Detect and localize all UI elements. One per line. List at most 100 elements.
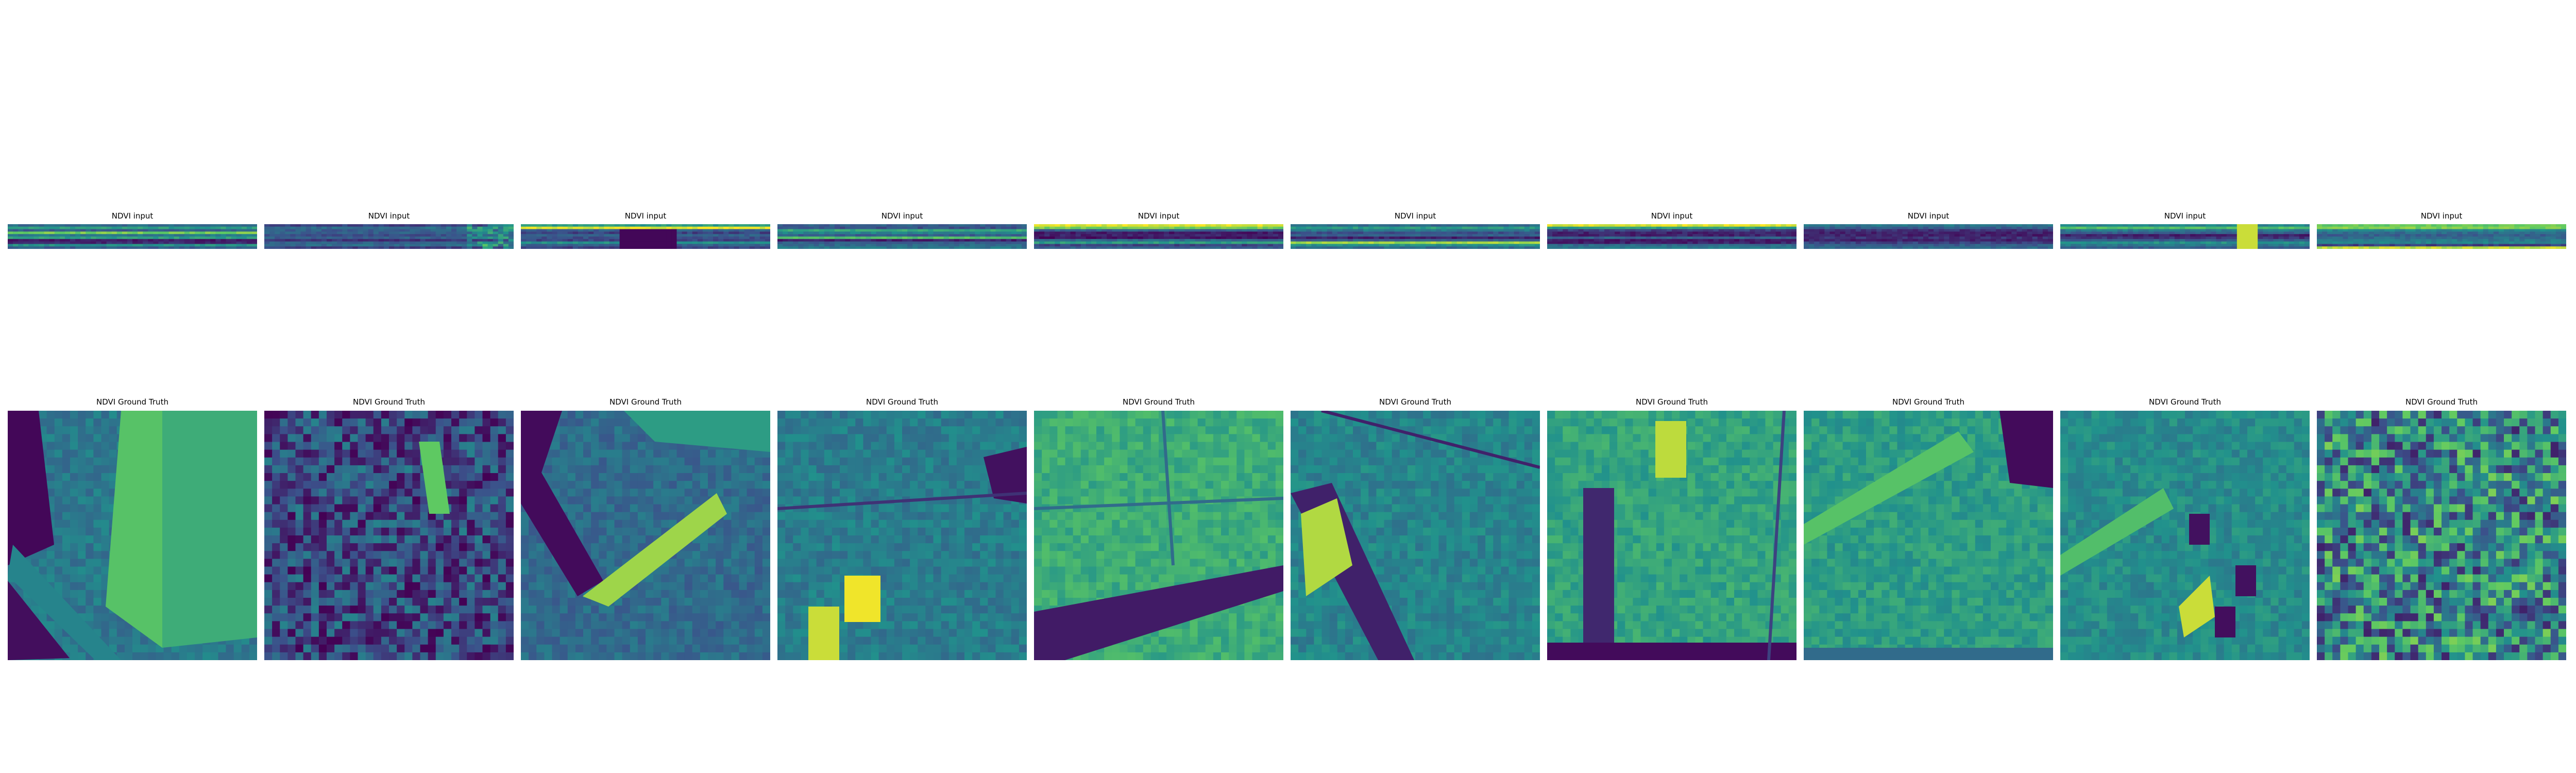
ndvi-cell — [1389, 239, 1395, 242]
ndvi-cell — [1876, 241, 1882, 244]
ndvi-cell — [467, 229, 472, 232]
ndvi-input-image — [2317, 224, 2566, 249]
ndvi-cell — [2410, 231, 2416, 234]
ndvi-cell — [964, 246, 970, 249]
ndvi-cell — [1907, 234, 1913, 237]
ndvi-cell — [2332, 231, 2338, 234]
ndvi-cell — [54, 411, 63, 419]
ndvi-cell — [246, 234, 252, 237]
ndvi-cell — [2216, 244, 2222, 247]
ndvi-cell — [399, 239, 405, 242]
ndvi-cell — [2283, 239, 2290, 242]
ndvi-cell — [744, 237, 750, 240]
ndvi-cell — [1781, 241, 1787, 244]
panel-title: NDVI input — [2164, 211, 2206, 221]
ndvi-cell — [275, 244, 280, 247]
ndvi-cell — [1273, 239, 1279, 242]
ndvi-cell — [1609, 234, 1615, 237]
ndvi-cell — [1964, 246, 1971, 249]
ndvi-cell — [1148, 241, 1154, 244]
ndvi-cell — [2123, 237, 2128, 240]
ndvi-cell — [1620, 246, 1625, 249]
ndvi-cell — [1483, 224, 1488, 227]
ndvi-cell — [1728, 246, 1735, 249]
ndvi-cell — [101, 442, 110, 450]
ndvi-cell — [1594, 226, 1600, 230]
ndvi-cell — [2242, 226, 2248, 230]
ndvi-cell — [472, 231, 478, 234]
ndvi-cell — [1661, 246, 1667, 249]
ndvi-cell — [1415, 246, 1421, 249]
ndvi-cell — [630, 237, 636, 240]
ndvi-cell — [23, 226, 29, 230]
ndvi-cell — [80, 234, 86, 237]
ndvi-cell — [1242, 234, 1248, 237]
ndvi-cell — [1620, 224, 1625, 227]
ndvi-ground-truth-image — [8, 411, 257, 660]
ndvi-cell — [1132, 224, 1139, 227]
ndvi-cell — [1148, 246, 1154, 249]
ndvi-cell — [2273, 229, 2279, 232]
ndvi-cell — [1902, 237, 1908, 240]
ndvi-cell — [1723, 229, 1730, 232]
ndvi-cell — [793, 237, 799, 240]
ndvi-cell — [1011, 239, 1017, 242]
ndvi-cell — [1640, 231, 1647, 234]
ndvi-cell — [1363, 226, 1369, 230]
ndvi-cell — [1855, 234, 1861, 237]
ndvi-cell — [928, 231, 934, 234]
ndvi-cell — [1939, 244, 1944, 247]
ndvi-cell — [1174, 244, 1180, 247]
ndvi-cell — [2086, 231, 2092, 234]
ndvi-cell — [640, 229, 646, 232]
ndvi-cell — [562, 246, 568, 249]
ndvi-cell — [1791, 226, 1797, 230]
ndvi-cell — [236, 229, 242, 232]
ndvi-cell — [1882, 226, 1887, 230]
ndvi-cell — [1760, 241, 1766, 244]
ndvi-cell — [148, 234, 154, 237]
ndvi-cell — [975, 241, 980, 244]
ndvi-cell — [482, 226, 488, 230]
ndvi-cell — [850, 246, 856, 249]
ndvi-cell — [640, 244, 646, 247]
ndvi-cell — [2211, 246, 2217, 249]
ndvi-cell — [923, 234, 929, 237]
ndvi-cell — [907, 237, 913, 240]
ndvi-cell — [221, 239, 227, 242]
ndvi-cell — [1713, 226, 1719, 230]
ndvi-cell — [2431, 229, 2437, 232]
ndvi-cell — [1034, 231, 1040, 234]
ndvi-cell — [1117, 234, 1123, 237]
ndvi-cell — [1547, 239, 1553, 242]
ndvi-cell — [1809, 229, 1815, 232]
ndvi-cell — [552, 234, 558, 237]
ndvi-cell — [2467, 231, 2473, 234]
ndvi-cell — [2027, 246, 2033, 249]
ndvi-cell — [594, 224, 599, 227]
ndvi-cell — [1353, 237, 1359, 240]
ndvi-cell — [2159, 231, 2165, 234]
ndvi-cell — [280, 226, 285, 230]
ndvi-cell — [2226, 226, 2232, 230]
ndvi-cell — [923, 229, 929, 232]
ndvi-cell — [808, 226, 815, 230]
ndvi-cell — [2467, 226, 2473, 230]
ndvi-cell — [2174, 226, 2180, 230]
ndvi-cell — [938, 229, 944, 232]
ndvi-cell — [2478, 234, 2484, 237]
ndvi-cell — [132, 224, 138, 227]
ndvi-cell — [1949, 237, 1955, 240]
ndvi-cell — [1016, 231, 1022, 234]
ndvi-cell — [8, 241, 13, 244]
ndvi-cell — [624, 237, 631, 240]
ndvi-cell — [64, 244, 71, 247]
ndvi-cell — [2472, 229, 2479, 232]
ndvi-cell — [1547, 244, 1553, 247]
ndvi-cell — [2032, 241, 2038, 244]
ndvi-cell — [59, 234, 65, 237]
ndvi-cell — [1226, 237, 1232, 240]
ndvi-cell — [1620, 229, 1625, 232]
ndvi-cell — [415, 244, 421, 247]
ndvi-cell — [943, 226, 950, 230]
